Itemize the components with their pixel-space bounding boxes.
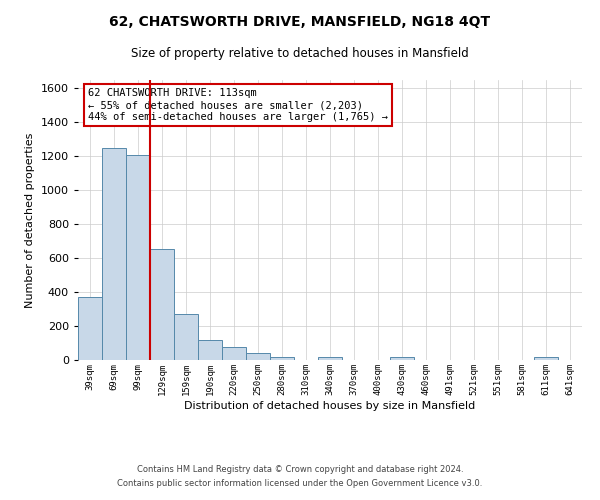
Bar — [150, 249, 174, 360]
Bar — [534, 358, 558, 360]
Bar — [390, 358, 414, 360]
Y-axis label: Number of detached properties: Number of detached properties — [25, 132, 35, 308]
Bar — [174, 314, 198, 360]
Text: Size of property relative to detached houses in Mansfield: Size of property relative to detached ho… — [131, 48, 469, 60]
Text: 62, CHATSWORTH DRIVE, MANSFIELD, NG18 4QT: 62, CHATSWORTH DRIVE, MANSFIELD, NG18 4Q… — [109, 15, 491, 29]
Bar — [126, 154, 150, 360]
Text: Contains HM Land Registry data © Crown copyright and database right 2024.
Contai: Contains HM Land Registry data © Crown c… — [118, 466, 482, 487]
Bar — [246, 353, 270, 360]
Bar — [78, 297, 102, 360]
X-axis label: Distribution of detached houses by size in Mansfield: Distribution of detached houses by size … — [184, 400, 476, 410]
Text: 62 CHATSWORTH DRIVE: 113sqm
← 55% of detached houses are smaller (2,203)
44% of : 62 CHATSWORTH DRIVE: 113sqm ← 55% of det… — [88, 88, 388, 122]
Bar — [198, 340, 222, 360]
Bar — [102, 148, 126, 360]
Bar — [270, 356, 294, 360]
Bar — [318, 356, 342, 360]
Bar — [222, 348, 246, 360]
